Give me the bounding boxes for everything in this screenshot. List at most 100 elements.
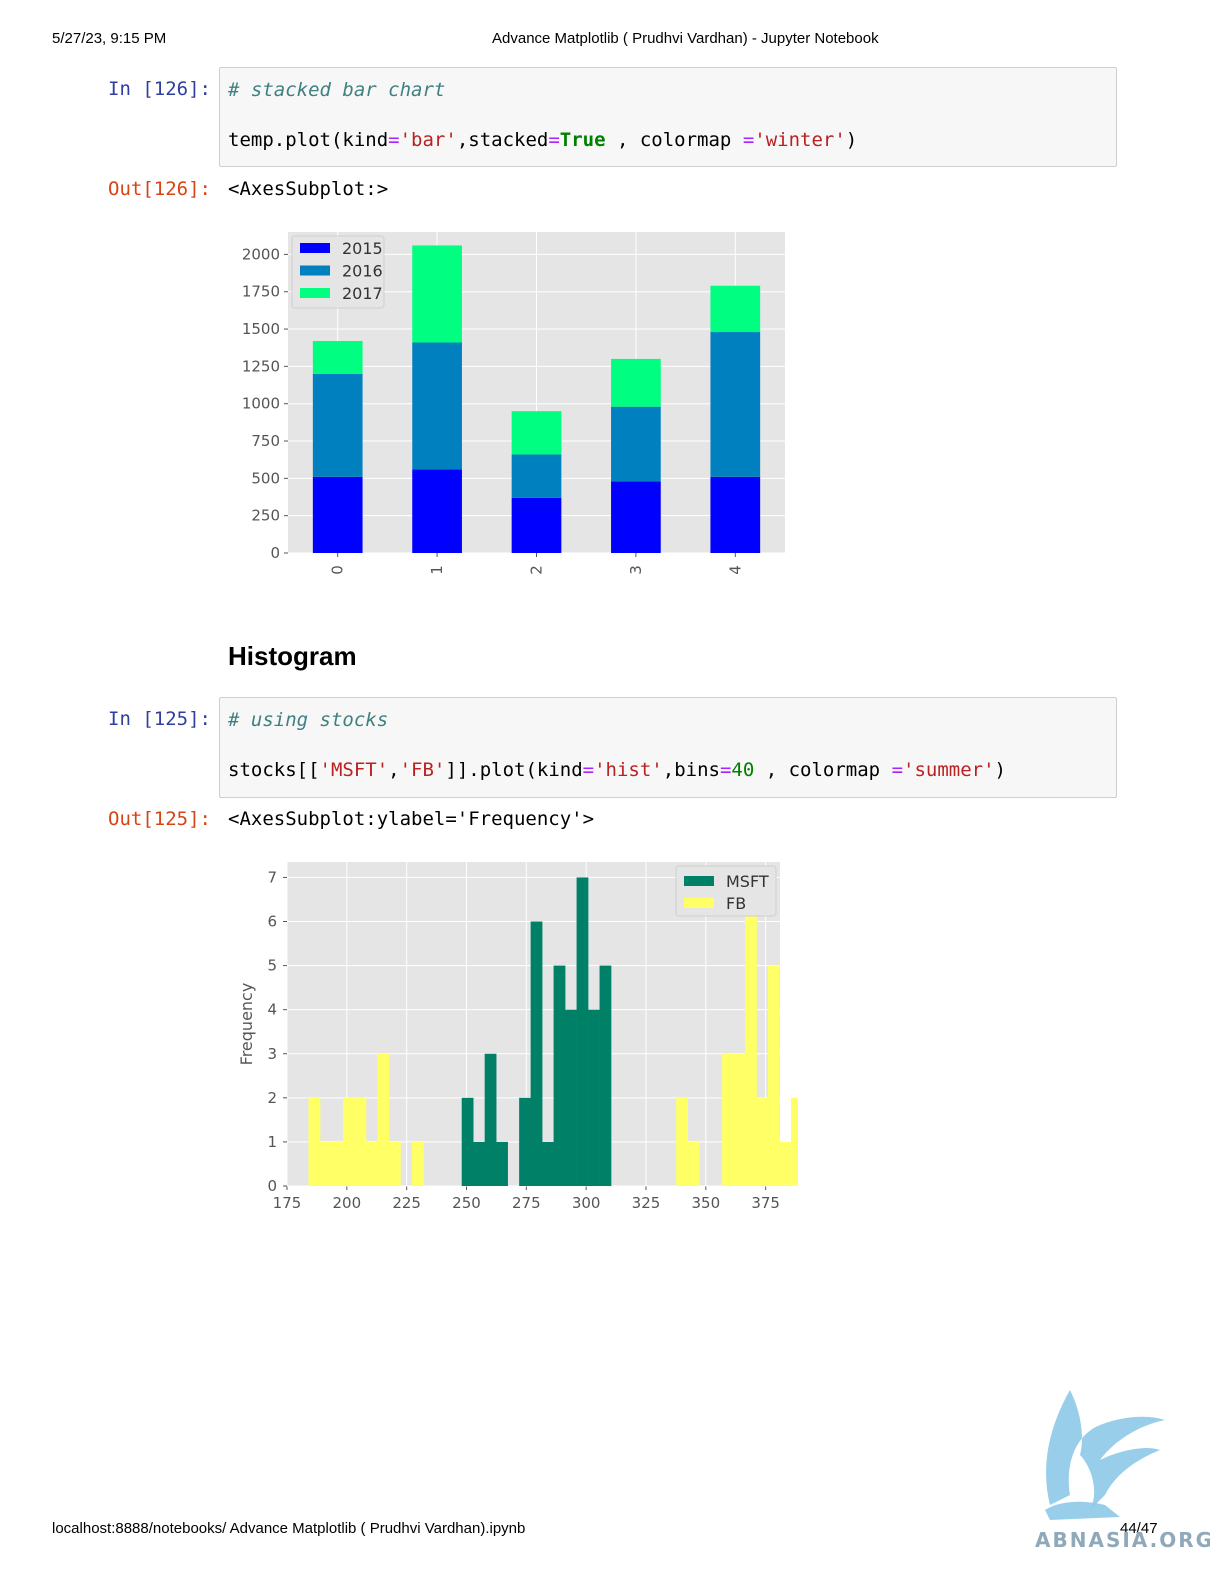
hist-bin-FB (768, 965, 780, 1186)
x-tick-label: 2 (528, 565, 546, 575)
x-tick-label: 4 (726, 565, 744, 575)
hist-bin-FB (745, 877, 757, 1186)
x-tick-label: 0 (329, 565, 347, 575)
y-tick-label: 7 (267, 868, 277, 886)
output-prompt-126: Out[126]: (108, 178, 211, 200)
histogram-chart: 175 200 225 250 275 300 325 350 375 0 1 2 3 4 5 6 7 Frequ… (237, 862, 798, 1212)
hist-bin-MSFT (576, 877, 589, 1186)
bar-2016-1 (412, 342, 462, 470)
y-tick-label: 1250 (242, 357, 280, 375)
y-axis-label: Frequency (237, 983, 256, 1066)
legend: 2015 2016 2017 (291, 235, 385, 309)
legend-swatch-2016 (300, 265, 330, 276)
bar-2015-0 (312, 476, 363, 553)
bar-2015-4 (710, 476, 761, 553)
y-tick-label: 3 (267, 1045, 277, 1063)
bar-2016-0 (312, 373, 363, 477)
y-tick-label: 5 (267, 957, 277, 975)
x-tick-label: 275 (512, 1194, 541, 1212)
section-heading: Histogram (228, 641, 357, 671)
hist-bin-MSFT (588, 1009, 600, 1186)
bird-wing-icon (1046, 1390, 1165, 1510)
output-text-126: <AxesSubplot:> (228, 178, 389, 200)
hist-bin-FB (377, 1053, 390, 1186)
input-prompt-126: In [126]: (108, 78, 211, 100)
bar-2015-3 (611, 481, 661, 553)
hist-bin-FB (354, 1097, 367, 1186)
x-tick-label: 3 (627, 565, 645, 575)
bar-2016-2 (511, 454, 562, 498)
hist-bin-FB (733, 1053, 746, 1186)
legend-label-FB: FB (726, 894, 746, 913)
y-tick-label: 250 (251, 507, 280, 525)
x-tick-label: 300 (572, 1194, 601, 1212)
hist-bin-MSFT (519, 1097, 531, 1186)
legend-swatch-MSFT (684, 876, 714, 886)
hist-bin-FB (722, 1053, 734, 1186)
bar-2017-3 (611, 358, 661, 407)
hist-bin-MSFT (530, 921, 543, 1186)
watermark-logo: ABNASIA.ORG (1035, 1390, 1210, 1552)
bar-2017-2 (511, 411, 562, 455)
y-tick-label: 4 (267, 1001, 277, 1019)
print-page-title: Advance Matplotlib ( Prudhvi Vardhan) - … (492, 30, 879, 47)
output-prompt-125: Out[125]: (108, 808, 211, 830)
hist-bin-MSFT (565, 1009, 577, 1186)
y-tick-label: 1 (267, 1133, 277, 1151)
y-tick-label: 1000 (242, 395, 280, 413)
code-line: stocks[['MSFT','FB']].plot(kind='hist',b… (228, 759, 1006, 781)
y-tick-label: 750 (251, 432, 280, 450)
x-tick-label: 200 (333, 1194, 362, 1212)
y-tick-label: 2 (267, 1089, 277, 1107)
legend-label-2016: 2016 (342, 262, 383, 281)
print-url: localhost:8888/notebooks/ Advance Matplo… (52, 1520, 526, 1537)
hist-bin-FB (791, 1097, 798, 1186)
watermark-text: ABNASIA.ORG (1035, 1528, 1210, 1552)
x-tick-label: 250 (452, 1194, 481, 1212)
legend-label-2017: 2017 (342, 284, 383, 303)
code-comment: # using stocks (228, 709, 389, 731)
hist-bin-MSFT (496, 1141, 508, 1186)
hist-bin-MSFT (484, 1053, 497, 1186)
y-tick-label: 0 (270, 544, 280, 562)
hist-bin-MSFT (542, 1141, 554, 1186)
hist-bin-FB (411, 1141, 424, 1186)
code-cell-126[interactable]: # stacked bar chart temp.plot(kind='bar'… (219, 67, 1117, 167)
hist-bin-MSFT (473, 1141, 485, 1186)
bar-2016-3 (611, 406, 661, 482)
y-tick-label: 6 (267, 913, 277, 931)
hist-bin-FB (365, 1141, 378, 1186)
legend-swatch-2017 (300, 288, 330, 298)
y-tick-label: 1750 (242, 283, 280, 301)
bar-2017-4 (710, 285, 761, 333)
x-tick-label: 350 (691, 1194, 720, 1212)
print-datetime: 5/27/23, 9:15 PM (52, 30, 167, 47)
hist-bin-FB (343, 1097, 355, 1186)
code-line: temp.plot(kind='bar',stacked=True , colo… (228, 129, 858, 151)
legend-label-MSFT: MSFT (726, 872, 769, 891)
legend: MSFT FB (675, 865, 777, 917)
legend-swatch-FB (684, 898, 714, 908)
hist-bin-FB (676, 1097, 688, 1186)
page-number: 44/47 (1120, 1520, 1158, 1537)
hist-bin-FB (331, 1141, 344, 1186)
x-tick-label: 325 (632, 1194, 661, 1212)
x-tick-label: 225 (392, 1194, 421, 1212)
y-tick-label: 500 (251, 469, 280, 487)
legend-swatch-2015 (300, 243, 330, 253)
hist-bin-MSFT (599, 965, 612, 1186)
hist-bin-FB (308, 1097, 321, 1186)
hist-bin-FB (320, 1141, 332, 1186)
code-cell-125[interactable]: # using stocks stocks[['MSFT','FB']].plo… (219, 697, 1117, 798)
bar-2016-4 (710, 332, 761, 477)
code-comment: # stacked bar chart (228, 79, 446, 101)
legend-label-2015: 2015 (342, 239, 383, 258)
bar-2015-2 (511, 497, 562, 553)
hist-bin-FB (779, 1141, 792, 1186)
output-text-125: <AxesSubplot:ylabel='Frequency'> (228, 808, 595, 830)
x-tick-label: 375 (751, 1194, 780, 1212)
y-tick-label: 2000 (242, 245, 280, 263)
input-prompt-125: In [125]: (108, 708, 211, 730)
y-tick-label: 0 (267, 1177, 277, 1195)
